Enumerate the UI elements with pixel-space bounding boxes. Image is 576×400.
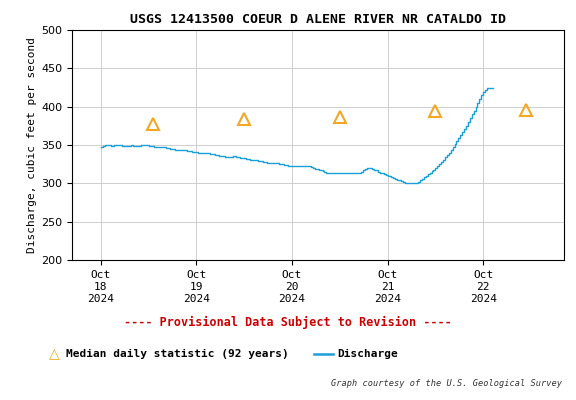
Text: ---- Provisional Data Subject to Revision ----: ---- Provisional Data Subject to Revisio…	[124, 316, 452, 328]
Text: △: △	[50, 347, 60, 361]
Text: Median daily statistic (92 years): Median daily statistic (92 years)	[66, 349, 289, 359]
Text: Graph courtesy of the U.S. Geological Survey: Graph courtesy of the U.S. Geological Su…	[331, 380, 562, 388]
Text: Discharge: Discharge	[337, 349, 397, 359]
Title: USGS 12413500 COEUR D ALENE RIVER NR CATALDO ID: USGS 12413500 COEUR D ALENE RIVER NR CAT…	[130, 13, 506, 26]
Y-axis label: Discharge, cubic feet per second: Discharge, cubic feet per second	[27, 37, 37, 253]
